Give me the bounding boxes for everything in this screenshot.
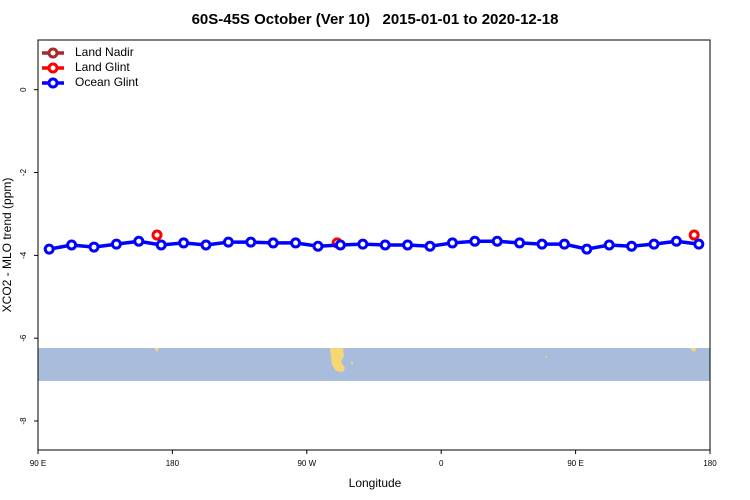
x-tick-label: 180 bbox=[703, 459, 717, 468]
data-point bbox=[357, 238, 369, 250]
data-point bbox=[603, 239, 615, 251]
legend-label: Land Nadir bbox=[75, 45, 134, 59]
data-point bbox=[402, 239, 414, 251]
data-point bbox=[290, 237, 302, 249]
data-point bbox=[491, 235, 503, 247]
y-tick-label: 0 bbox=[19, 87, 28, 92]
data-point bbox=[178, 237, 190, 249]
ocean-band bbox=[38, 348, 710, 381]
x-tick-label: 90 E bbox=[30, 459, 46, 468]
legend-label: Ocean Glint bbox=[75, 75, 139, 89]
data-point bbox=[626, 240, 638, 252]
data-point bbox=[693, 238, 705, 250]
chart-title: 60S-45S October (Ver 10) 2015-01-01 to 2… bbox=[192, 11, 559, 28]
data-point bbox=[424, 240, 436, 252]
y-tick-label: -6 bbox=[19, 334, 28, 342]
y-axis-label: XCO2 - MLO trend (ppm) bbox=[0, 178, 14, 313]
data-point bbox=[245, 236, 257, 248]
data-point bbox=[648, 238, 660, 250]
data-point bbox=[558, 238, 570, 250]
x-tick-label: 90 E bbox=[567, 459, 583, 468]
land-patch bbox=[330, 348, 345, 372]
data-point bbox=[88, 241, 100, 253]
data-point bbox=[151, 229, 163, 241]
series-line bbox=[48, 239, 700, 251]
plot-frame bbox=[37, 39, 711, 451]
data-point bbox=[469, 235, 481, 247]
data-point bbox=[155, 239, 167, 251]
x-tick-label: 180 bbox=[166, 459, 180, 468]
land-patch bbox=[690, 348, 697, 352]
data-point bbox=[688, 229, 700, 241]
data-point bbox=[66, 239, 78, 251]
data-point bbox=[267, 237, 279, 249]
data-point bbox=[133, 235, 145, 247]
map-strip bbox=[38, 348, 710, 381]
legend-marker bbox=[47, 47, 59, 59]
data-point bbox=[43, 243, 55, 255]
y-tick-label: -4 bbox=[19, 251, 28, 259]
x-axis-label: Longitude bbox=[349, 476, 402, 490]
data-point bbox=[110, 238, 122, 250]
y-tick-label: -2 bbox=[19, 168, 28, 176]
land-patch bbox=[154, 348, 159, 352]
data-point bbox=[536, 238, 548, 250]
data-point bbox=[334, 239, 346, 251]
legend-label: Land Glint bbox=[75, 60, 130, 74]
land-patch bbox=[350, 361, 354, 365]
legend-marker bbox=[47, 77, 59, 89]
x-tick-label: 0 bbox=[439, 459, 444, 468]
legend-marker bbox=[47, 62, 59, 74]
y-tick-label: -8 bbox=[19, 417, 28, 425]
land-patch bbox=[545, 356, 547, 358]
data-point bbox=[200, 239, 212, 251]
data-point bbox=[222, 236, 234, 248]
data-point bbox=[514, 237, 526, 249]
data-point bbox=[379, 239, 391, 251]
data-point bbox=[670, 235, 682, 247]
data-point bbox=[312, 240, 324, 252]
data-point bbox=[446, 237, 458, 249]
data-point bbox=[581, 243, 593, 255]
x-tick-label: 90 W bbox=[297, 459, 316, 468]
